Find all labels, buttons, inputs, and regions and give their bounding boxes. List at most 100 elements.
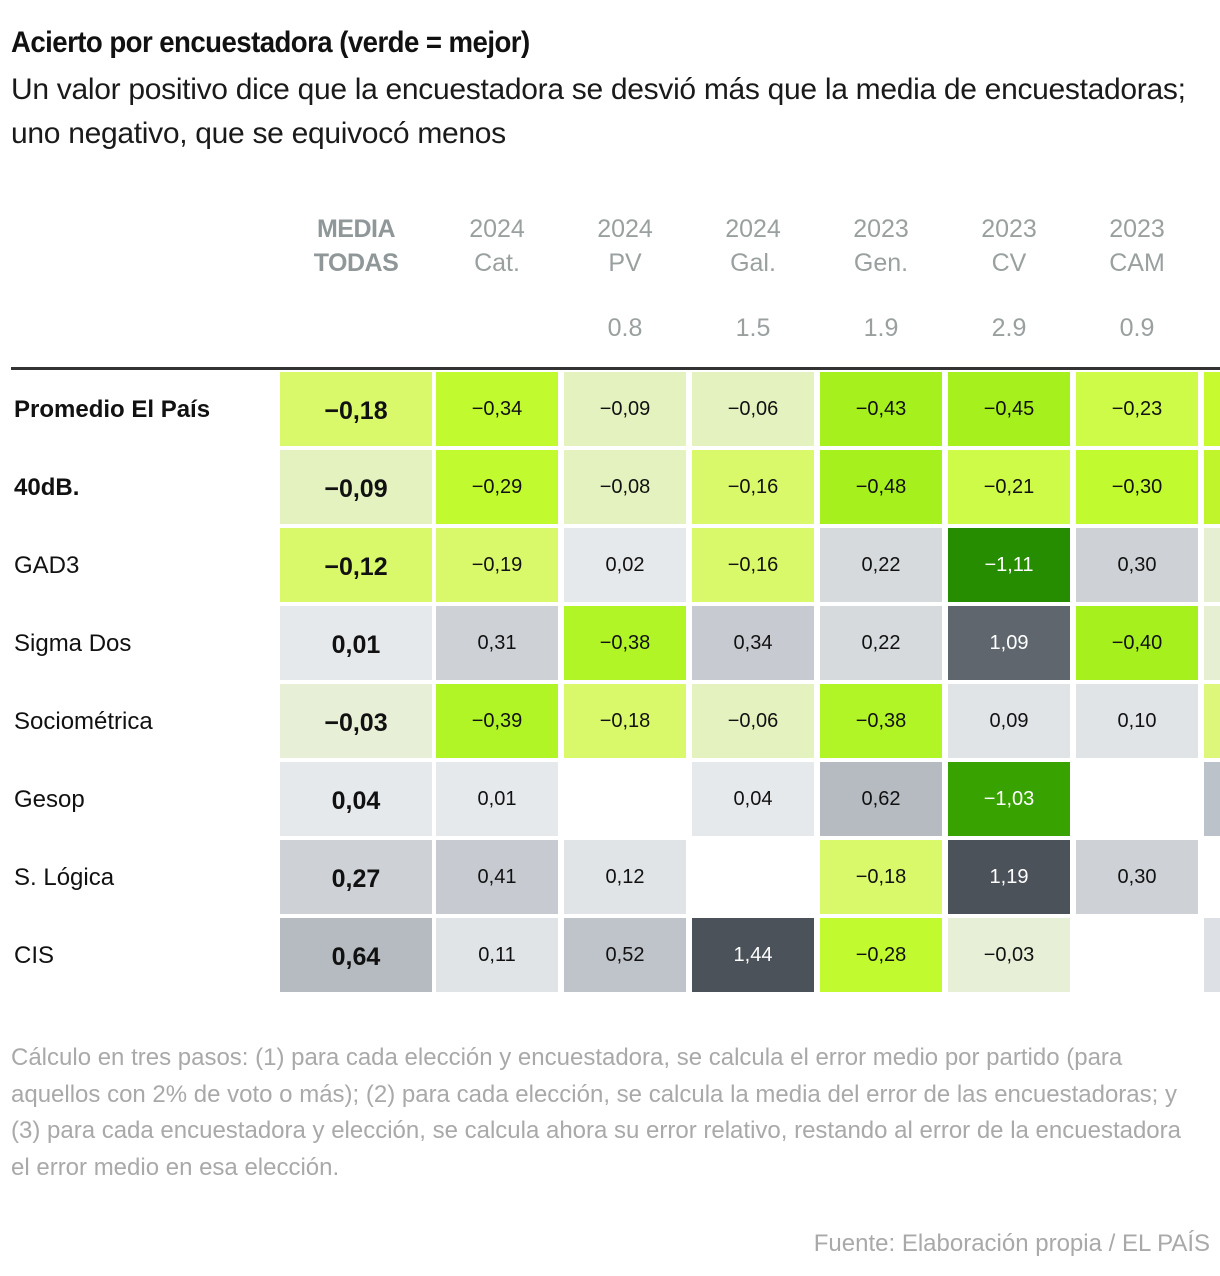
heatmap-cell: 0,52	[564, 918, 686, 992]
cell-media: 0,01	[280, 606, 432, 680]
heatmap-cell: −0,38	[564, 606, 686, 680]
heatmap-cell: −0,18	[564, 684, 686, 758]
heatmap-cell: −0,43	[820, 372, 942, 446]
heatmap-cell: −0,34	[436, 372, 558, 446]
heatmap-cell-empty	[564, 762, 686, 836]
heatmap-cell: −0,45	[948, 372, 1070, 446]
heatmap-cell: 0,01	[436, 762, 558, 836]
column-election: Cat.	[474, 249, 520, 277]
source-credit: Fuente: Elaboración propia / EL PAÍS	[813, 1230, 1210, 1257]
heatmap-cell: −0,23	[1076, 372, 1198, 446]
heatmap-cell: −0,06	[692, 372, 814, 446]
column-subvalue: 2.9	[991, 314, 1027, 342]
column-header: 2024 PV	[560, 212, 690, 280]
heatmap-cell: 0,34	[692, 606, 814, 680]
heatmap-cell: 1,44	[692, 918, 814, 992]
column-year: 2024	[725, 215, 781, 243]
header-rule	[11, 367, 1220, 370]
heatmap-cell: 1,09	[948, 606, 1070, 680]
heatmap-cell: 0,30	[1076, 840, 1198, 914]
heatmap-cell: −0,08	[564, 450, 686, 524]
heatmap-cell: −1,03	[948, 762, 1070, 836]
heatmap-cell: −0,06	[692, 684, 814, 758]
heatmap-cell: −0,16	[692, 528, 814, 602]
heatmap-cell: −0,28	[820, 918, 942, 992]
heatmap-cell: 0,12	[564, 840, 686, 914]
heatmap-cell: 0,22	[820, 606, 942, 680]
chart-title: Acierto por encuestadora (verde = mejor)	[11, 26, 530, 59]
column-year: 2023	[853, 215, 909, 243]
column-subvalue: 1.5	[735, 314, 771, 342]
column-subvalue: 0.8	[607, 314, 643, 342]
heatmap-cell: −0,16	[692, 450, 814, 524]
row-label: CIS	[14, 942, 55, 969]
column-header: 2023 Gen.	[816, 212, 946, 280]
heatmap-cell-overflow	[1204, 918, 1220, 992]
heatmap-cell: 0,41	[436, 840, 558, 914]
heatmap-cell: 1,19	[948, 840, 1070, 914]
heatmap-cell: 0,09	[948, 684, 1070, 758]
column-year: 2023	[1109, 215, 1165, 243]
heatmap-cell-overflow	[1204, 684, 1220, 758]
column-year: 2023	[981, 215, 1037, 243]
column-election: CAM	[1109, 249, 1165, 277]
heatmap-cell: 0,10	[1076, 684, 1198, 758]
column-subvalue: 0.9	[1119, 314, 1155, 342]
heatmap-cell: 0,62	[820, 762, 942, 836]
column-year: 2024	[597, 215, 653, 243]
cell-media: −0,12	[280, 528, 432, 602]
column-election: Gen.	[853, 249, 909, 277]
heatmap-cell-empty	[692, 840, 814, 914]
heatmap-cell-overflow	[1204, 528, 1220, 602]
column-election: PV	[608, 249, 642, 277]
column-header: 2023 CV	[944, 212, 1074, 280]
heatmap-cell: −0,09	[564, 372, 686, 446]
heatmap-cell-overflow	[1204, 762, 1220, 836]
column-header: 2024 Gal.	[688, 212, 818, 280]
heatmap-cell: −0,39	[436, 684, 558, 758]
heatmap-cell: −0,19	[436, 528, 558, 602]
header-media-line: MEDIA	[316, 215, 396, 243]
heatmap-cell-overflow	[1204, 450, 1220, 524]
heatmap-cell: −0,29	[436, 450, 558, 524]
column-header: 2024 Cat.	[432, 212, 562, 280]
heatmap-cell: 0,11	[436, 918, 558, 992]
row-label: Promedio El País	[14, 396, 211, 423]
heatmap-cell: −0,48	[820, 450, 942, 524]
heatmap-cell: 0,22	[820, 528, 942, 602]
heatmap-cell: 0,30	[1076, 528, 1198, 602]
column-header: 2023 CAM	[1072, 212, 1202, 280]
column-election: CV	[991, 249, 1027, 277]
heatmap-cell: −0,30	[1076, 450, 1198, 524]
heatmap-cell: −0,21	[948, 450, 1070, 524]
heatmap-cell: −0,38	[820, 684, 942, 758]
row-label: Sigma Dos	[14, 630, 132, 657]
heatmap-cell: 0,31	[436, 606, 558, 680]
cell-media: −0,09	[280, 450, 432, 524]
heatmap-cell: −0,03	[948, 918, 1070, 992]
cell-media: 0,04	[280, 762, 432, 836]
header-media-line: TODAS	[313, 249, 399, 277]
row-label: 40dB.	[14, 474, 80, 501]
row-label: Gesop	[14, 786, 85, 813]
heatmap-cell-empty	[1076, 762, 1198, 836]
heatmap-cell-empty	[1076, 918, 1198, 992]
chart-subtitle: Un valor positivo dice que la encuestado…	[11, 73, 1186, 150]
header-media-todas: MEDIA TODAS	[280, 212, 432, 280]
cell-media: −0,18	[280, 372, 432, 446]
methodology-note: Cálculo en tres pasos: (1) para cada ele…	[11, 1044, 1181, 1181]
row-label: S. Lógica	[14, 864, 115, 891]
cell-media: 0,27	[280, 840, 432, 914]
cell-media: −0,03	[280, 684, 432, 758]
heatmap-cell: −1,11	[948, 528, 1070, 602]
heatmap-cell: 0,04	[692, 762, 814, 836]
column-election: Gal.	[730, 249, 776, 277]
column-year: 2024	[469, 215, 525, 243]
cell-media: 0,64	[280, 918, 432, 992]
heatmap-cell: −0,40	[1076, 606, 1198, 680]
column-subvalue: 1.9	[863, 314, 899, 342]
heatmap-cell: 0,02	[564, 528, 686, 602]
heatmap-cell: −0,18	[820, 840, 942, 914]
row-label: Sociométrica	[14, 708, 153, 735]
heatmap-cell-overflow	[1204, 606, 1220, 680]
